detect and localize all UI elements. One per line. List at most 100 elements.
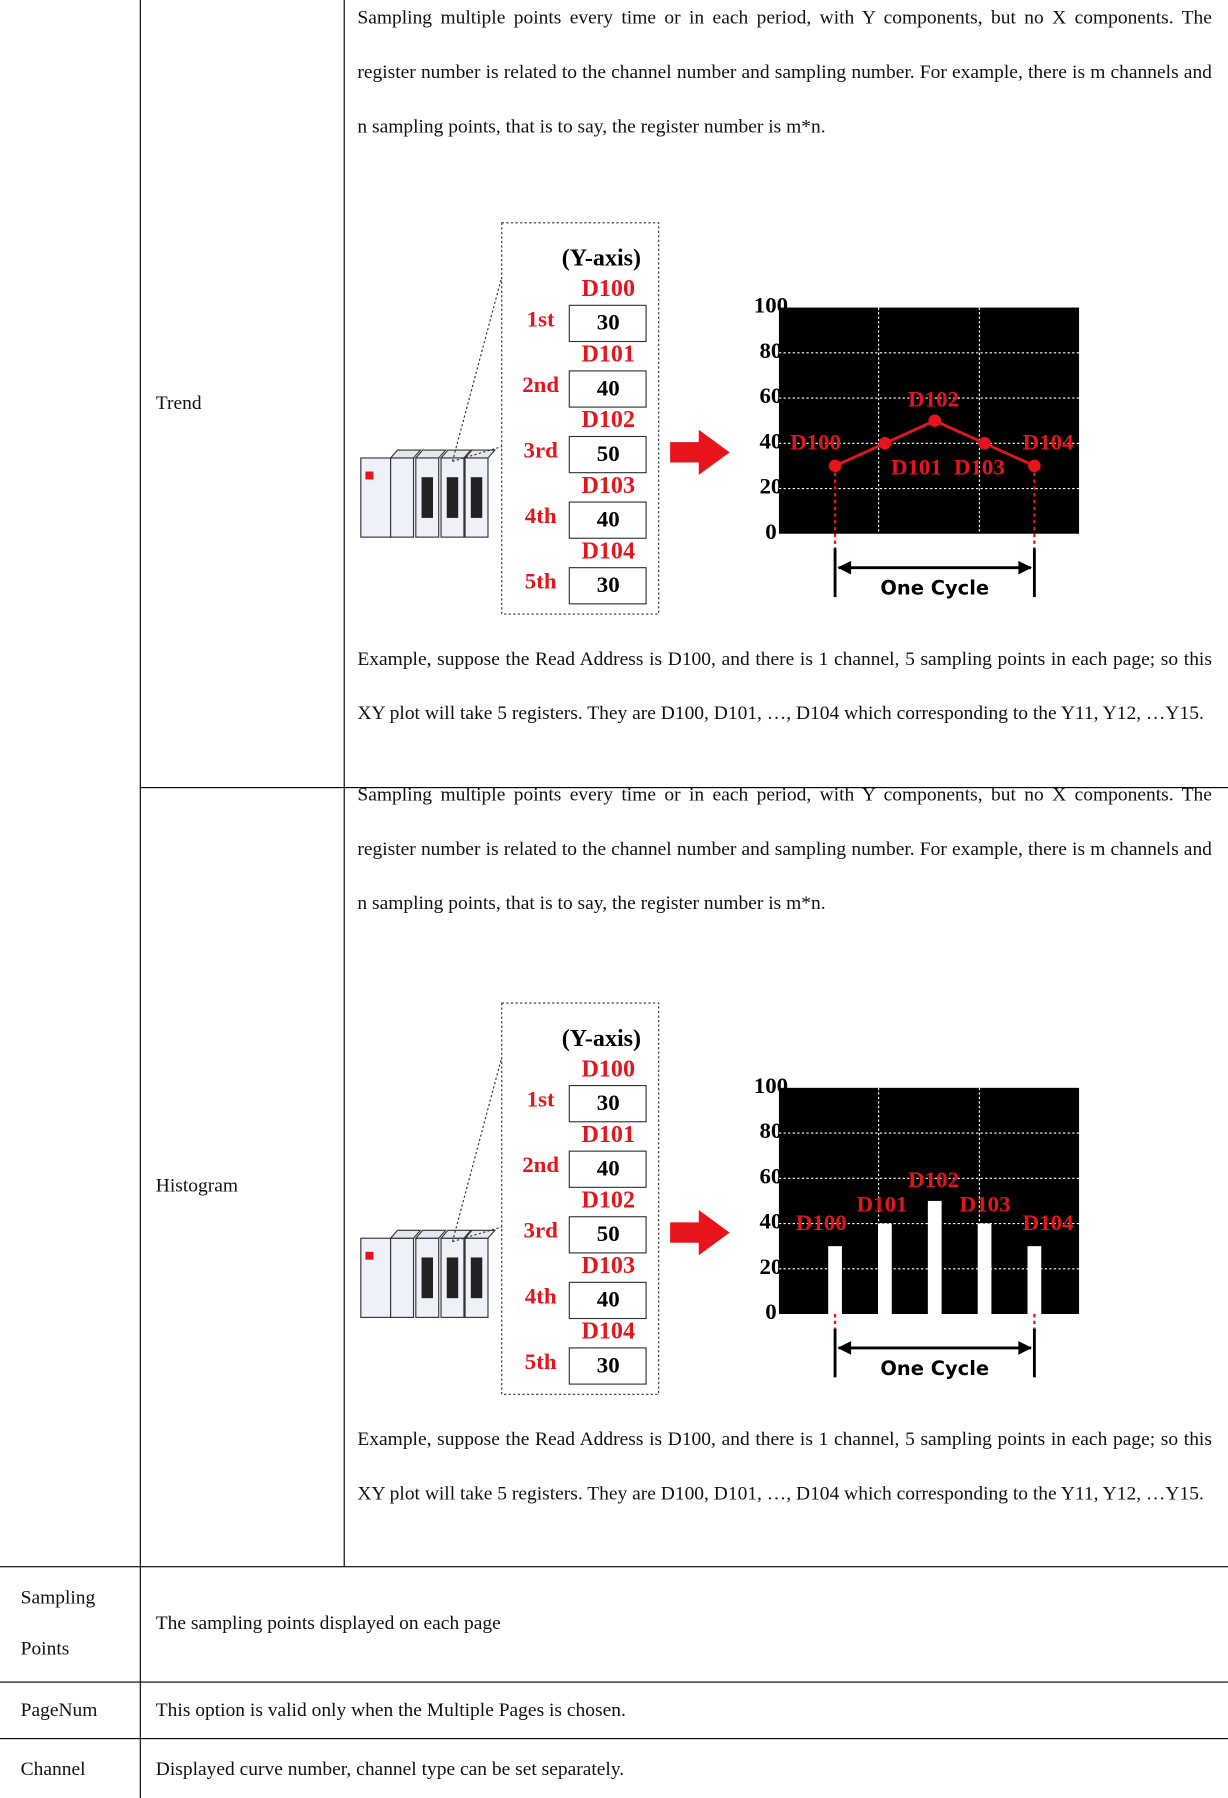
point-label: D101 <box>891 455 942 480</box>
paragraph: Sampling multiple points every time or i… <box>357 783 1212 914</box>
cycle-label: One Cycle <box>880 1357 989 1380</box>
bar <box>828 1246 842 1314</box>
ordinal: 3rd <box>524 438 559 463</box>
bar <box>927 1200 942 1314</box>
ordinal: 4th <box>525 503 557 528</box>
value-box <box>568 1150 647 1188</box>
device <box>446 477 459 518</box>
register-value: 30 <box>597 572 620 597</box>
axis-title: (Y-axis) <box>562 1026 641 1052</box>
point-label: D101 <box>857 1192 908 1217</box>
point <box>928 414 942 427</box>
device <box>390 1237 415 1318</box>
type-label: Trend <box>155 391 202 414</box>
border <box>0 1738 1228 1740</box>
ordinal: 1st <box>527 306 555 331</box>
register-value: 40 <box>597 375 620 400</box>
arrow-head <box>1018 560 1033 575</box>
device <box>446 1257 459 1299</box>
point-label: D103 <box>960 1192 1011 1217</box>
point-label: D102 <box>908 387 959 412</box>
point-label: D100 <box>796 1210 847 1235</box>
type-label: Histogram <box>155 1174 239 1196</box>
border <box>139 787 1228 789</box>
value-box <box>568 1085 647 1123</box>
device <box>360 1237 392 1318</box>
tick-label: 20 <box>759 1254 782 1279</box>
register: D100 <box>582 276 635 302</box>
point-label: D100 <box>790 430 841 455</box>
point <box>878 437 892 450</box>
device <box>463 449 497 459</box>
device <box>421 1257 433 1299</box>
value-box <box>568 304 647 343</box>
bar <box>1027 1246 1042 1314</box>
value-box <box>568 370 647 408</box>
point-label: D104 <box>1023 430 1074 455</box>
register-box <box>501 222 660 615</box>
register: D103 <box>582 473 635 499</box>
tick-label: 80 <box>759 1118 782 1143</box>
arrow-head <box>1018 1341 1033 1355</box>
register-value: 50 <box>597 1221 620 1246</box>
ordinal: 1st <box>527 1087 555 1112</box>
ordinal: 2nd <box>522 1152 559 1177</box>
ordinal: 5th <box>525 569 557 594</box>
arrow <box>670 429 730 475</box>
ordinal: 3rd <box>524 1218 559 1243</box>
value-box <box>568 1281 647 1320</box>
device <box>421 477 433 518</box>
bar <box>977 1223 992 1314</box>
paragraph: Example, suppose the Read Address is D10… <box>357 1428 1212 1504</box>
row-text: Displayed curve number, channel type can… <box>155 1757 625 1780</box>
device <box>365 471 374 480</box>
device <box>389 1229 422 1239</box>
device <box>470 1257 483 1299</box>
register-value: 40 <box>597 1287 620 1312</box>
device <box>439 449 473 459</box>
register-value: 30 <box>597 1090 620 1115</box>
value-box <box>568 567 647 605</box>
bar <box>878 1223 892 1314</box>
row-label: Sampling Points <box>20 1586 96 1659</box>
paragraph: Example, suppose the Read Address is D10… <box>357 647 1212 724</box>
register: D102 <box>582 1188 635 1214</box>
tick-label: 60 <box>759 1164 782 1189</box>
tick-label: 40 <box>759 1209 782 1234</box>
register: D104 <box>582 539 635 565</box>
register: D100 <box>582 1056 635 1082</box>
paragraph: Sampling multiple points every time or i… <box>357 6 1212 137</box>
point-label: D104 <box>1023 1210 1074 1235</box>
connector <box>451 276 503 462</box>
diagram: (Y-axis) D100 1st 30 D101 2nd 40 D102 3rd 50 D103 4… <box>360 1002 1080 1395</box>
point <box>978 437 991 450</box>
tick-label: 40 <box>759 429 782 454</box>
diagram: (Y-axis) D100 1st 30 D101 2nd 40 D102 3rd 50 D103 4… <box>360 222 1080 615</box>
border <box>343 0 345 1567</box>
row-text: This option is valid only when the Multi… <box>155 1699 626 1721</box>
device <box>389 449 422 459</box>
device <box>414 1229 447 1239</box>
point-label: D103 <box>954 455 1005 480</box>
register: D103 <box>582 1253 635 1279</box>
tick-label: 20 <box>759 474 782 499</box>
value-box <box>568 435 647 474</box>
tick-label: 100 <box>754 1073 788 1098</box>
tick-label: 100 <box>754 293 788 318</box>
register-value: 30 <box>597 1352 620 1377</box>
value-box <box>568 1347 647 1385</box>
register: D104 <box>582 1319 635 1345</box>
tick-label: 60 <box>759 383 782 408</box>
register: D101 <box>582 342 635 368</box>
point-label: D102 <box>908 1167 959 1192</box>
device <box>463 1229 497 1239</box>
ordinal: 5th <box>525 1349 557 1374</box>
register-value: 30 <box>597 310 620 335</box>
device <box>470 477 483 518</box>
register: D102 <box>582 407 635 433</box>
tick-label: 80 <box>759 338 782 363</box>
register: D101 <box>582 1122 635 1148</box>
arrow-head <box>837 560 852 575</box>
register-value: 40 <box>597 1156 620 1181</box>
